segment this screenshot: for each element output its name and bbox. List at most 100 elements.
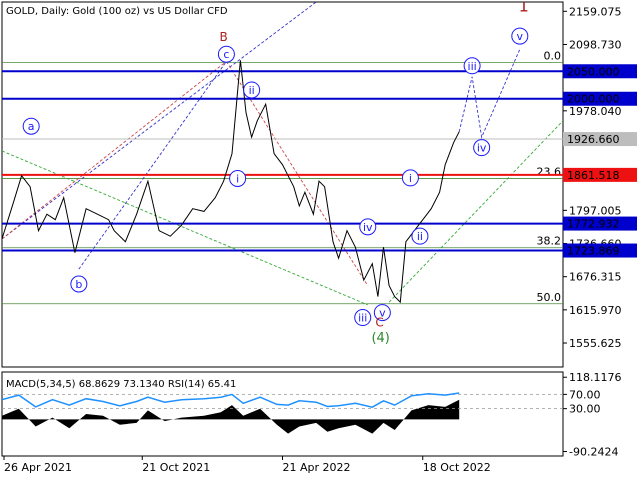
- wave-trend-lines: [2, 2, 563, 306]
- rsi-line: [2, 392, 460, 408]
- fibonacci-levels: 0.0 23.6 38.2 50.0: [2, 49, 563, 305]
- wave-label-5: i: [229, 169, 247, 187]
- y-tick-label-2: 1978.040: [569, 105, 622, 118]
- x-tick-label-2: 21 Apr 2022: [283, 461, 351, 474]
- wave-circle-16: [511, 27, 529, 45]
- wave-text-15: iv: [477, 142, 487, 155]
- level-tag-text-1: 2000.000: [567, 93, 620, 106]
- wave-circle-5: [229, 169, 247, 187]
- wave-text-5: i: [236, 172, 239, 185]
- y-tick-label-5: 1676.315: [569, 271, 622, 284]
- wave-text-6: b: [75, 278, 82, 291]
- ind-y-tick-label-2: 30.00: [569, 403, 601, 416]
- macd-histogram: [2, 399, 460, 434]
- price-level-tags: 2050.000 2000.000 1926.660 1861.518 1772.932…: [563, 64, 637, 258]
- wave-label-6: b: [70, 275, 88, 293]
- y-tick-label-6: 1615.970: [569, 304, 622, 317]
- wave-circle-8: [354, 309, 372, 327]
- ind-y-tick-label-1: 70.00: [569, 388, 601, 401]
- ind-y-tick-label-0: 118.1176: [569, 371, 622, 384]
- wave-label-15: iv: [473, 139, 491, 157]
- trend-green-channel: [388, 120, 563, 303]
- indicator-header: MACD(5,34,5) 68.8629 73.1340 RSI(14) 65.…: [6, 379, 236, 390]
- level-tag-text-3: 1861.518: [567, 169, 620, 182]
- level-tag-5: [563, 243, 637, 258]
- level-tag-1: [563, 91, 637, 106]
- trend-blue-upper: [2, 2, 317, 240]
- level-tag-2: [563, 132, 637, 147]
- price-series-line: [2, 60, 460, 304]
- wave-label-8: iii: [354, 309, 372, 327]
- wave-text-2: c: [223, 48, 229, 61]
- wave-text-8: iii: [358, 312, 367, 325]
- wave-label-9: v: [373, 304, 391, 322]
- level-tag-0: [563, 64, 637, 79]
- ind-y-tick-label-3: -90.2424: [569, 446, 618, 459]
- wave-text-7: iv: [363, 221, 373, 234]
- wave-circle-2: [217, 45, 235, 63]
- level-tag-text-5: 1723.869: [567, 245, 620, 258]
- wave-label-4: ii: [243, 81, 261, 99]
- wave-label-16: v: [511, 27, 529, 45]
- level-tag-text-0: 2050.000: [567, 65, 620, 78]
- trend-red-a: [2, 61, 227, 240]
- wave-circle-14: [463, 57, 481, 75]
- wave-projection: [458, 49, 521, 139]
- wave-text-13: ii: [417, 230, 423, 243]
- trend-green-lower: [2, 150, 368, 306]
- trend-blue-b-c: [78, 61, 227, 270]
- wave-text-11: (4): [371, 331, 389, 346]
- wave-circle-7: [359, 218, 377, 236]
- time-x-axis: 26 Apr 2021 21 Oct 2021 21 Apr 2022 18 Oct …: [3, 456, 491, 474]
- x-tick-label-3: 18 Oct 2022: [423, 461, 491, 474]
- y-tick-label-3: 1797.005: [569, 204, 622, 217]
- trend-red-c: [226, 61, 369, 286]
- level-tag-4: [563, 216, 637, 231]
- wave-text-16: v: [517, 30, 524, 43]
- wave-text-14: iii: [468, 60, 477, 73]
- wave-circle-15: [473, 139, 491, 157]
- x-tick-label-1: 21 Oct 2021: [142, 461, 210, 474]
- wave-circle-12: [401, 169, 419, 187]
- main-panel-frame: [1, 1, 564, 368]
- y-tick-label-1: 2098.730: [569, 38, 622, 51]
- wave-label-0: 1: [519, 0, 529, 15]
- wave-text-4: ii: [249, 84, 255, 97]
- wave-label-13: ii: [411, 227, 429, 245]
- wave-text-1: B: [219, 30, 227, 44]
- x-tick-label-0: 26 Apr 2021: [4, 461, 72, 474]
- wave-label-11: (4): [371, 331, 389, 346]
- wave-label-2: c: [217, 45, 235, 63]
- wave-circle-3: [22, 117, 40, 135]
- level-tag-text-4: 1772.932: [567, 218, 620, 231]
- level-tag-3: [563, 167, 637, 182]
- wave-text-0: 1: [519, 0, 529, 15]
- wave-label-12: i: [401, 169, 419, 187]
- y-tick-label-0: 2159.075: [569, 5, 622, 18]
- wave-text-12: i: [409, 172, 412, 185]
- wave-circle-4: [243, 81, 261, 99]
- chart-header: GOLD, Daily: Gold (100 oz) vs US Dollar …: [6, 6, 228, 17]
- indicator-plot: [2, 392, 563, 434]
- wave-text-3: a: [28, 120, 35, 133]
- fib-label-1: 23.6: [537, 165, 562, 178]
- indicator-y-axis: 118.1176 70.00 30.00 -90.2424: [563, 371, 622, 459]
- y-tick-label-7: 1555.625: [569, 337, 622, 350]
- wave-circle-6: [70, 275, 88, 293]
- wave-circle-13: [411, 227, 429, 245]
- wave-label-7: iv: [359, 218, 377, 236]
- fib-label-0: 0.0: [544, 49, 562, 62]
- wave-label-1: B: [219, 30, 227, 44]
- wave-text-9: v: [379, 307, 386, 320]
- price-levels: [2, 70, 563, 252]
- fib-label-3: 50.0: [537, 291, 562, 304]
- wave-label-10: C: [375, 315, 383, 329]
- wave-text-10: C: [375, 315, 383, 329]
- wave-label-3: a: [22, 117, 40, 135]
- fib-label-2: 38.2: [537, 235, 562, 248]
